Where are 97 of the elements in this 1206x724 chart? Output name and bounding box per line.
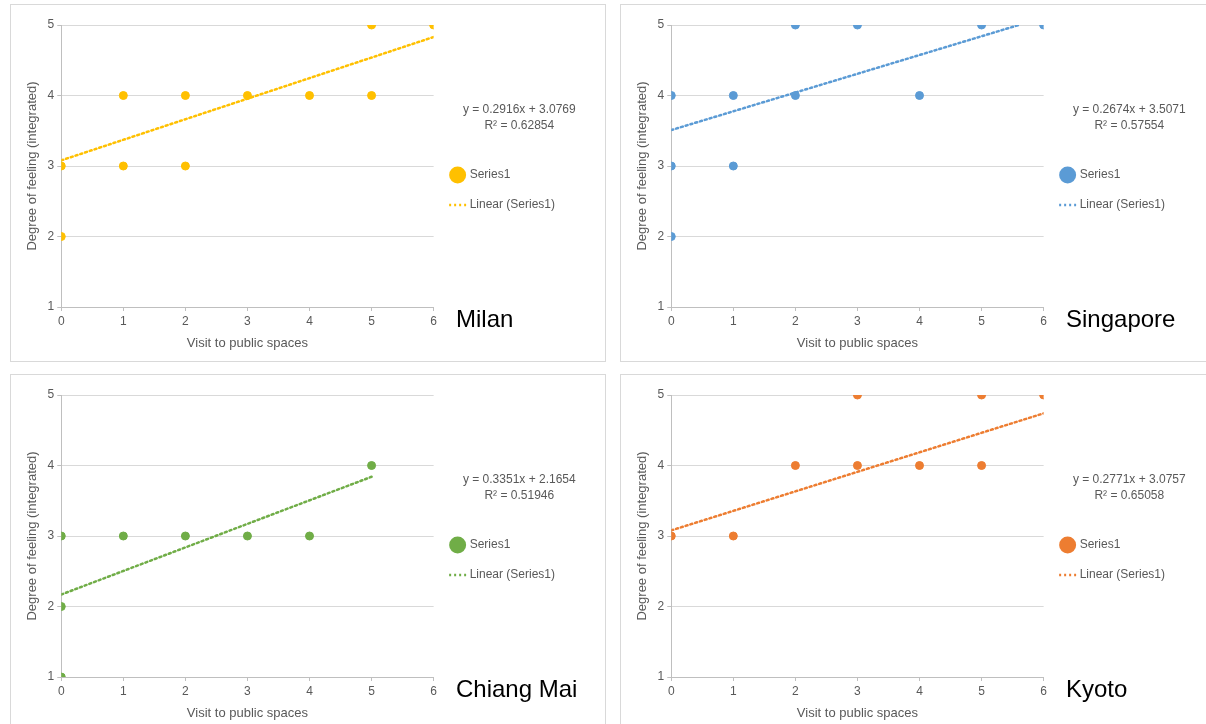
- y-tick-label: 4: [47, 87, 55, 102]
- text: Kyoto: [1066, 675, 1128, 703]
- x-tick-label: 6: [430, 683, 438, 698]
- x-tick-label: 6: [430, 313, 438, 328]
- point: [118, 161, 128, 171]
- text: Singapore: [1066, 305, 1176, 333]
- x-tick-label: 3: [854, 313, 862, 328]
- point: [242, 91, 252, 100]
- legend-label: Linear (Series1): [1079, 197, 1165, 212]
- point: [180, 91, 190, 100]
- point: [305, 91, 315, 100]
- y-tick-label: 5: [657, 387, 665, 402]
- x-tick-label: 1: [119, 683, 127, 698]
- point: [180, 161, 190, 171]
- y-tick-label: 2: [657, 598, 665, 613]
- point: [728, 91, 738, 100]
- point: [305, 531, 315, 541]
- text: R² = 0.62854: [484, 118, 555, 132]
- point: [728, 531, 738, 541]
- legend-label: Linear (Series1): [469, 197, 555, 212]
- point: [852, 461, 862, 470]
- x-tick-label: 0: [667, 313, 675, 328]
- y-tick-label: 3: [47, 528, 55, 543]
- y-tick-label: 5: [47, 387, 55, 402]
- text: R² = 0.65058: [1094, 488, 1165, 502]
- y-tick-label: 2: [47, 598, 55, 613]
- x-tick-label: 5: [368, 683, 376, 698]
- legend-label: Series1: [469, 537, 511, 552]
- x-tick-label: 3: [244, 683, 252, 698]
- text: R² = 0.57554: [1094, 118, 1165, 132]
- x-tick-label: 3: [244, 313, 252, 328]
- x-tick-label: 0: [667, 683, 675, 698]
- y-tick-label: 5: [657, 17, 665, 32]
- point: [118, 531, 128, 541]
- x-tick-label: 2: [792, 683, 800, 698]
- text: Milan: [456, 305, 514, 333]
- x-tick-label: 4: [916, 683, 924, 698]
- x-tick-label: 5: [978, 683, 986, 698]
- y-axis-title: Degree of feeling (integrated): [634, 81, 650, 251]
- y-tick-label: 4: [657, 87, 665, 102]
- point: [790, 461, 800, 470]
- point: [977, 461, 987, 470]
- x-axis-title: Visit to public spaces: [796, 704, 919, 720]
- y-tick-label: 3: [47, 158, 55, 173]
- point: [728, 161, 738, 171]
- x-tick-label: 1: [119, 313, 127, 328]
- legend-label: Linear (Series1): [469, 567, 555, 582]
- point: [367, 91, 377, 100]
- text: R² = 0.51946: [484, 488, 555, 502]
- y-axis-title: Degree of feeling (integrated): [24, 451, 40, 621]
- x-tick-label: 2: [182, 683, 190, 698]
- y-tick-label: 2: [47, 228, 55, 243]
- x-tick-label: 6: [1040, 313, 1048, 328]
- y-tick-label: 1: [47, 299, 55, 314]
- y-tick-label: 1: [657, 669, 665, 684]
- x-tick-label: 0: [57, 683, 65, 698]
- x-tick-label: 6: [1040, 683, 1048, 698]
- legend-label: Series1: [1079, 537, 1121, 552]
- point: [242, 531, 252, 541]
- x-tick-label: 4: [916, 313, 924, 328]
- point: [790, 91, 800, 100]
- y-tick-label: 2: [657, 228, 665, 243]
- text: y = 0.2674x + 3.5071: [1072, 102, 1187, 116]
- x-tick-label: 5: [978, 313, 986, 328]
- x-tick-label: 4: [306, 683, 314, 698]
- x-tick-label: 1: [729, 313, 737, 328]
- text: y = 0.2771x + 3.0757: [1072, 472, 1187, 486]
- y-tick-label: 1: [47, 669, 55, 684]
- point: [915, 461, 925, 470]
- x-tick-label: 3: [854, 683, 862, 698]
- text: Chiang Mai: [456, 675, 578, 703]
- y-tick-label: 3: [657, 528, 665, 543]
- legend-label: Linear (Series1): [1079, 567, 1165, 582]
- x-axis-title: Visit to public spaces: [796, 334, 919, 350]
- y-axis-title: Degree of feeling (integrated): [24, 81, 40, 251]
- text: y = 0.2916x + 3.0769: [462, 102, 577, 116]
- x-tick-label: 0: [57, 313, 65, 328]
- x-tick-label: 2: [792, 313, 800, 328]
- point: [180, 531, 190, 541]
- x-tick-label: 4: [306, 313, 314, 328]
- x-tick-label: 2: [182, 313, 190, 328]
- x-axis-title: Visit to public spaces: [186, 704, 309, 720]
- y-axis-title: Degree of feeling (integrated): [634, 451, 650, 621]
- x-axis-title: Visit to public spaces: [186, 334, 309, 350]
- text: y = 0.3351x + 2.1654: [462, 472, 577, 486]
- y-tick-label: 1: [657, 299, 665, 314]
- y-tick-label: 3: [657, 158, 665, 173]
- legend-label: Series1: [1079, 167, 1121, 182]
- x-tick-label: 5: [368, 313, 376, 328]
- point: [915, 91, 925, 100]
- point: [118, 91, 128, 100]
- point: [367, 461, 377, 470]
- y-tick-label: 4: [47, 457, 55, 472]
- x-tick-label: 1: [729, 683, 737, 698]
- y-tick-label: 4: [657, 457, 665, 472]
- legend-label: Series1: [469, 167, 511, 182]
- y-tick-label: 5: [47, 17, 55, 32]
